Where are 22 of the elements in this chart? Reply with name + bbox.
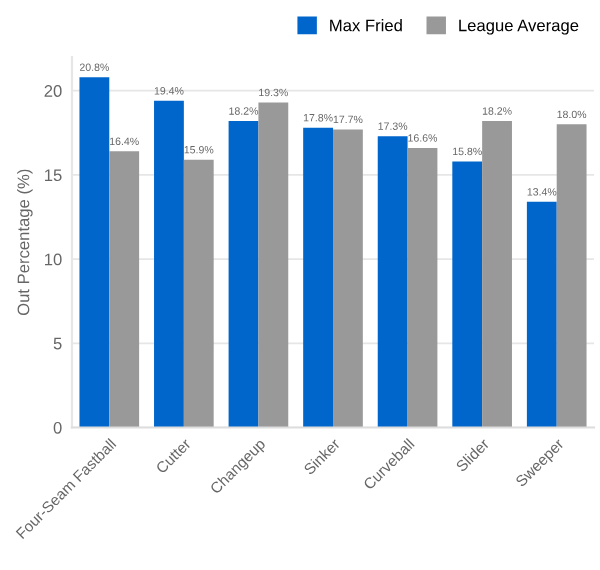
- bar: [154, 100, 184, 428]
- y-tick-label: 5: [53, 337, 62, 350]
- bar: [407, 147, 438, 428]
- bar: [303, 127, 333, 428]
- bar: [228, 121, 259, 428]
- bar: [258, 102, 289, 428]
- y-axis-title: Out Percentage (%): [17, 169, 33, 316]
- bar: [526, 201, 557, 428]
- bar: [482, 121, 512, 428]
- legend-label: Max Fried: [330, 19, 402, 32]
- legend-label: League Average: [459, 19, 579, 35]
- y-tick-label: 0: [53, 421, 62, 434]
- bar: [556, 124, 587, 428]
- y-tick-label: 20: [44, 85, 62, 97]
- bar: [79, 77, 110, 428]
- y-tick-label: 10: [45, 253, 62, 266]
- y-tick-label: 15: [45, 169, 62, 182]
- bar: [333, 129, 363, 428]
- bar: [377, 136, 408, 428]
- bar: [183, 159, 214, 428]
- bar: [452, 161, 483, 428]
- bar: [109, 151, 140, 428]
